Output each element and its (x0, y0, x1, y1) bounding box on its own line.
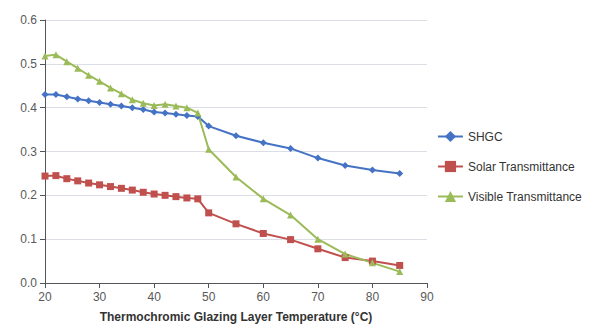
svg-text:Solar Transmittance: Solar Transmittance (468, 160, 575, 174)
svg-text:0.3: 0.3 (20, 145, 37, 159)
svg-text:0.4: 0.4 (20, 101, 37, 115)
svg-text:0.0: 0.0 (20, 276, 37, 290)
svg-text:0.2: 0.2 (20, 188, 37, 202)
svg-text:0.6: 0.6 (20, 13, 37, 27)
svg-text:80: 80 (366, 290, 380, 304)
svg-text:60: 60 (257, 290, 271, 304)
svg-text:0.1: 0.1 (20, 232, 37, 246)
svg-text:30: 30 (93, 290, 107, 304)
svg-text:40: 40 (147, 290, 161, 304)
svg-text:Thermochromic Glazing Layer Te: Thermochromic Glazing Layer Temperature … (100, 310, 373, 324)
svg-text:20: 20 (38, 290, 52, 304)
svg-text:50: 50 (202, 290, 216, 304)
svg-text:SHGC: SHGC (468, 130, 503, 144)
svg-text:0.5: 0.5 (20, 57, 37, 71)
svg-text:70: 70 (311, 290, 325, 304)
svg-text:Visible Transmittance: Visible Transmittance (468, 190, 582, 204)
svg-text:90: 90 (420, 290, 434, 304)
